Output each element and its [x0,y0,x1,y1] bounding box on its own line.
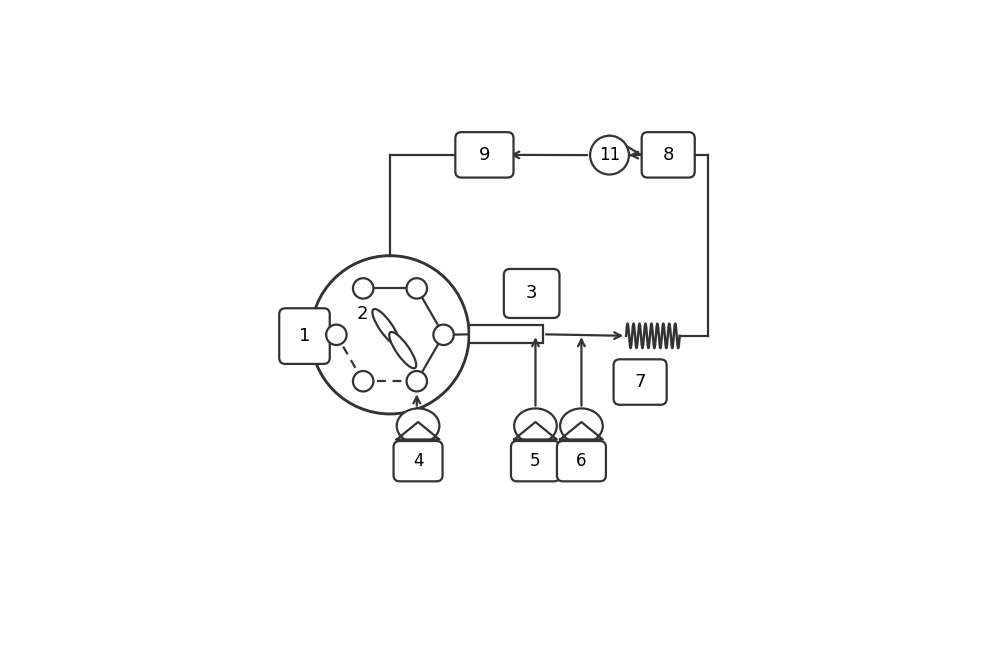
Ellipse shape [514,408,557,444]
Circle shape [311,256,469,414]
Ellipse shape [397,408,439,444]
FancyBboxPatch shape [614,359,667,404]
FancyBboxPatch shape [557,441,606,481]
Circle shape [407,371,427,391]
Text: 1: 1 [299,327,310,345]
FancyBboxPatch shape [455,132,514,178]
Circle shape [433,325,454,345]
FancyBboxPatch shape [394,441,443,481]
Circle shape [407,278,427,298]
FancyBboxPatch shape [279,308,330,364]
Text: 2: 2 [356,306,368,324]
Text: 8: 8 [663,146,674,164]
FancyBboxPatch shape [511,441,560,481]
Text: 11: 11 [599,146,620,164]
Text: 4: 4 [413,452,423,470]
Bar [469,325,543,343]
FancyBboxPatch shape [504,269,559,318]
Circle shape [590,136,629,174]
Ellipse shape [389,332,416,368]
Text: 3: 3 [526,284,537,302]
Text: 7: 7 [634,373,646,391]
Ellipse shape [372,309,399,345]
Text: 5: 5 [530,452,541,470]
Circle shape [353,278,373,298]
FancyBboxPatch shape [642,132,695,178]
Text: 6: 6 [576,452,587,470]
Circle shape [353,371,373,391]
Circle shape [326,325,347,345]
Text: 9: 9 [479,146,490,164]
Ellipse shape [560,408,603,444]
